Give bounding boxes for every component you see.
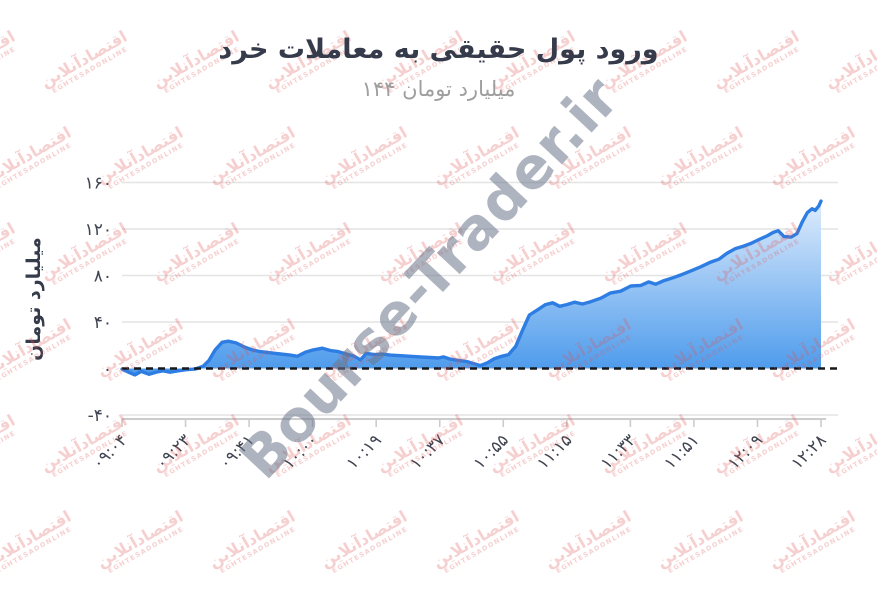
y-axis-title: میلیارد تومان — [23, 237, 45, 361]
x-tick-label: ۱۲:۰۹ — [724, 430, 767, 473]
y-tick-label: ۴۰ — [94, 313, 112, 333]
x-tick-label: ۱۲:۲۸ — [787, 430, 830, 473]
y-tick-label: ۰ — [103, 360, 112, 380]
x-tick-label: ۱۰:۳۷ — [406, 430, 449, 473]
y-tick-label: ۱۶۰ — [85, 174, 112, 194]
x-tick-label: ۱۱:۳۳ — [597, 430, 640, 473]
chart-subtitle: میلیارد تومان ۱۴۴ — [361, 77, 516, 101]
x-tick-label: ۰۹:۰۴ — [88, 430, 130, 472]
chart-title: ورود پول حقیقی به معاملات خرد — [218, 34, 659, 65]
x-tick-label: ۱۰:۱۹ — [343, 430, 386, 473]
x-tick-label: ۱۰:۰۰ — [279, 430, 321, 472]
x-tick-label: ۰۹:۲۳ — [152, 430, 195, 473]
y-tick-label: -۴۰ — [88, 406, 112, 426]
x-tick-label: ۱۰:۵۵ — [470, 430, 513, 473]
trend-line — [120, 199, 823, 377]
x-tick-label: ۰۹:۴۱ — [215, 430, 257, 472]
area-fill — [122, 201, 821, 375]
y-tick-label: ۸۰ — [94, 267, 112, 287]
chart-header: ورود پول حقیقی به معاملات خرد میلیارد تو… — [0, 0, 877, 101]
y-tick-label: ۱۲۰ — [85, 220, 112, 240]
x-tick-label: ۱۱:۱۵ — [533, 430, 576, 473]
x-tick-label: ۱۱:۵۱ — [660, 430, 702, 472]
